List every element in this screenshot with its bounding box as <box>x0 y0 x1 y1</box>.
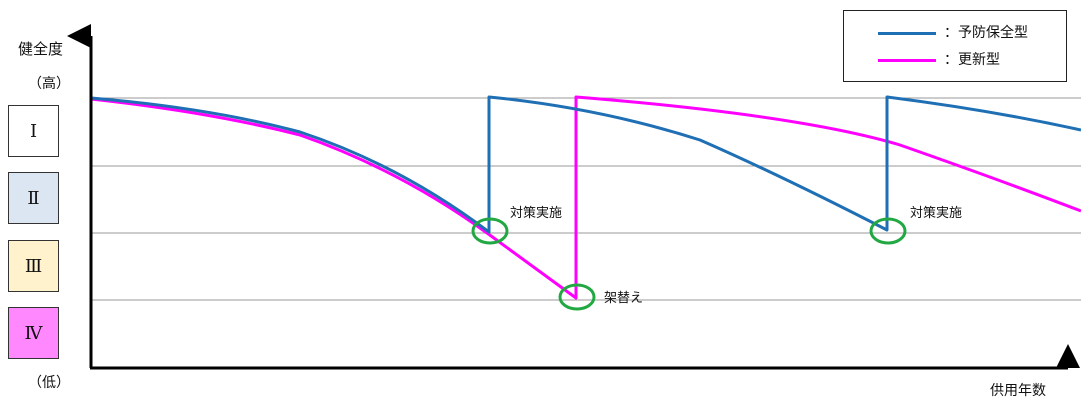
level-box-4: Ⅳ <box>8 307 59 359</box>
action-marker-1 <box>471 217 509 245</box>
legend-line-renewal <box>878 59 936 62</box>
legend-label-renewal: ：更新型 <box>944 52 1000 68</box>
replace-annotation: 架替え <box>604 291 644 306</box>
legend: ：予防保全型 ：更新型 <box>843 10 1067 82</box>
y-axis-label: 健全度 <box>18 40 64 58</box>
action-annotation-1: 対策実施 <box>510 206 563 221</box>
replace-marker <box>558 283 596 311</box>
x-axis-label: 供用年数 <box>990 383 1046 399</box>
legend-line-preventive <box>878 32 936 35</box>
action-marker-2 <box>869 217 907 245</box>
renewal-curve <box>90 95 1081 300</box>
preventive-curve <box>90 95 1081 234</box>
level-box-3: Ⅲ <box>8 240 59 292</box>
y-axis-high-label: （高） <box>28 76 70 92</box>
level-box-1: Ⅰ <box>8 105 59 157</box>
action-annotation-2: 対策実施 <box>910 206 963 221</box>
level-box-2: Ⅱ <box>8 172 59 224</box>
legend-label-preventive: ：予防保全型 <box>944 25 1028 41</box>
y-axis-low-label: （低） <box>28 375 70 391</box>
